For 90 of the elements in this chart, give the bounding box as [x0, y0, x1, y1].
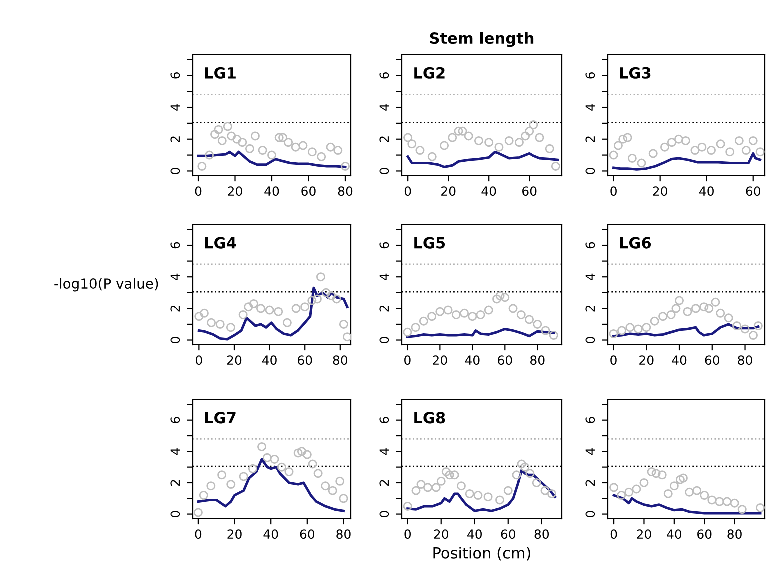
x-tick-label: 40: [667, 530, 682, 540]
x-tick-label: 0: [404, 530, 412, 540]
x-axis-title: Position (cm): [434, 547, 530, 561]
y-tick-label: 6: [170, 417, 180, 424]
y-tick-label: 6: [170, 72, 180, 79]
x-tick-label: 60: [522, 186, 537, 196]
x-tick-label: 20: [640, 356, 654, 366]
x-tick-label: 80: [333, 356, 348, 366]
x-tick-label: 40: [465, 356, 480, 366]
y-tick-label: 0: [586, 337, 596, 344]
y-tick-label: 6: [586, 242, 596, 249]
x-tick-label: 0: [610, 530, 618, 540]
y-tick-label: 4: [170, 274, 180, 280]
annotation: LG8: [414, 412, 446, 424]
y-tick-label: 4: [170, 448, 180, 456]
y-tick-label: 4: [586, 104, 595, 111]
y-tick-label: 0: [380, 168, 390, 174]
x-tick-label: 0: [196, 356, 202, 366]
x-tick-label: 60: [746, 186, 760, 196]
y-tick-label: 0: [170, 337, 180, 344]
annotation: LG2: [414, 67, 445, 79]
y-tick-label: 4: [380, 448, 389, 456]
y-tick-label: 6: [170, 242, 180, 249]
y-tick-label: 0: [170, 511, 180, 518]
x-tick-label: 20: [433, 356, 448, 366]
y-tick-label: 4: [380, 274, 389, 280]
x-tick-label: 60: [302, 186, 316, 196]
y-tick-label: 4: [586, 448, 595, 456]
y-tick-label: 2: [586, 306, 595, 312]
x-tick-label: 60: [300, 530, 315, 540]
y-tick-label: 6: [380, 242, 390, 249]
y-tick-label: 2: [380, 480, 389, 486]
x-tick-label: 80: [738, 356, 752, 366]
x-tick-label: 20: [434, 530, 448, 540]
y-tick-label: 4: [586, 274, 595, 280]
y-tick-label: 2: [586, 480, 595, 486]
x-tick-label: 40: [672, 356, 687, 366]
y-tick-label: 6: [380, 72, 390, 79]
y-tick-label: 4: [170, 104, 180, 111]
x-tick-label: 80: [728, 530, 742, 540]
x-tick-label: 60: [705, 356, 720, 366]
x-tick-label: 20: [637, 530, 652, 540]
x-tick-label: 40: [264, 530, 278, 540]
x-tick-label: 0: [195, 530, 202, 540]
y-axis-title: -log10(P value): [54, 278, 158, 292]
x-tick-label: 40: [468, 530, 482, 540]
y-tick-label: 2: [380, 306, 389, 312]
y-tick-label: 0: [170, 168, 180, 174]
x-tick-label: 0: [610, 186, 617, 196]
y-tick-label: 2: [586, 136, 595, 142]
x-tick-label: 60: [298, 356, 312, 366]
x-tick-label: 60: [498, 356, 512, 366]
x-tick-label: 20: [227, 356, 242, 366]
x-tick-label: 20: [442, 186, 456, 196]
y-tick-label: 2: [170, 480, 180, 486]
x-tick-label: 20: [228, 530, 242, 540]
x-tick-label: 80: [530, 356, 545, 366]
annotation: LG1: [205, 67, 236, 79]
y-tick-label: 0: [380, 511, 390, 518]
x-tick-label: 80: [338, 186, 353, 196]
x-tick-label: 40: [262, 356, 277, 366]
x-tick-label: 80: [534, 530, 550, 540]
y-tick-label: 0: [586, 168, 596, 174]
x-tick-label: 40: [482, 186, 496, 196]
annotation: LG4: [205, 237, 236, 249]
x-tick-label: 40: [264, 186, 280, 196]
y-tick-label: 2: [170, 136, 180, 142]
y-tick-label: 0: [380, 337, 390, 344]
y-tick-label: 2: [380, 136, 389, 142]
y-tick-label: 4: [380, 104, 389, 111]
y-tick-label: 6: [586, 417, 596, 424]
y-tick-label: 6: [586, 72, 596, 79]
y-tick-label: 6: [380, 417, 390, 424]
x-tick-label: 60: [501, 530, 516, 540]
annotation: LG7: [205, 412, 236, 424]
x-tick-label: 0: [404, 356, 411, 366]
x-tick-label: 0: [610, 356, 617, 366]
x-tick-label: 20: [228, 186, 242, 196]
chart-title: Stem length: [430, 32, 534, 48]
x-tick-label: 0: [195, 186, 202, 196]
x-tick-label: 40: [700, 186, 714, 196]
x-tick-label: 80: [336, 530, 351, 540]
annotation: LG6: [620, 237, 652, 249]
x-tick-label: 20: [653, 186, 668, 196]
y-tick-label: 2: [170, 306, 180, 312]
annotation: LG3: [620, 67, 651, 79]
x-tick-label: 0: [404, 186, 412, 196]
annotation: LG5: [414, 237, 446, 249]
y-tick-label: 0: [586, 511, 596, 518]
x-tick-label: 60: [698, 530, 712, 540]
